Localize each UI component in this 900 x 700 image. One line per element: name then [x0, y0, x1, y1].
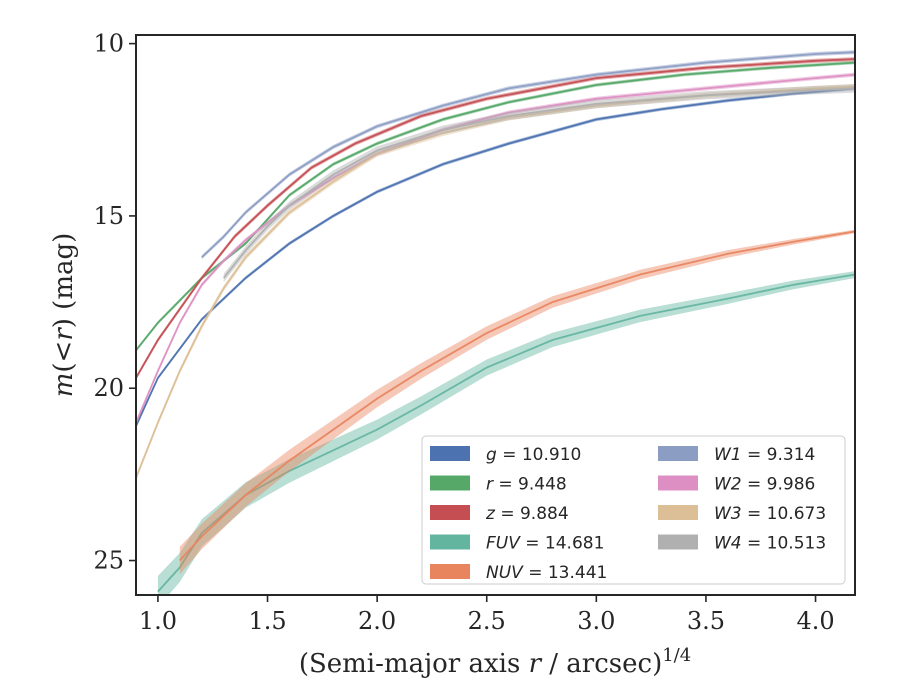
legend-swatch-2	[430, 505, 470, 520]
x-tick-label: 4.0	[796, 607, 834, 635]
x-tick-label: 2.0	[358, 607, 396, 635]
legend-swatch-4	[430, 564, 470, 579]
y-tick-label: 10	[93, 30, 124, 58]
legend-label-8: W4 = 10.513	[714, 534, 826, 554]
series-line-6	[136, 73, 855, 424]
legend-label-3: FUV = 14.681	[486, 534, 604, 554]
legend-label-5: W1 = 9.314	[714, 445, 815, 465]
legend-swatch-3	[430, 534, 470, 550]
legend-label-1: r = 9.448	[486, 475, 567, 495]
legend-label-7: W3 = 10.673	[714, 504, 826, 524]
legend-label-2: z = 9.884	[485, 504, 569, 524]
legend-swatch-5	[658, 446, 698, 461]
legend-label-6: W2 = 9.986	[714, 475, 815, 495]
series-line-2	[136, 58, 855, 379]
x-tick-label: 3.5	[687, 607, 725, 635]
y-axis-ticks: 10 15 20 25	[93, 30, 136, 575]
legend-label-0: g = 10.910	[486, 445, 581, 465]
x-tick-label: 1.5	[248, 607, 286, 635]
series-layer	[136, 50, 855, 595]
series-line-4	[179, 230, 855, 562]
legend-swatch-8	[658, 534, 698, 550]
plot-frame	[135, 34, 856, 596]
series-line-3	[157, 273, 855, 593]
legend-label-4: NUV = 13.441	[486, 563, 607, 583]
legend-box	[421, 435, 846, 585]
legend-swatch-6	[658, 475, 698, 491]
legend-swatch-1	[430, 475, 470, 491]
y-tick-label: 15	[93, 202, 124, 230]
legend-swatch-0	[430, 446, 470, 461]
x-tick-label: 1.0	[139, 607, 177, 635]
legend-swatch-7	[658, 505, 698, 520]
series-line-5	[201, 51, 855, 258]
series-line-8	[222, 87, 855, 279]
x-axis-label: (Semi-major axis r / arcsec)1/4	[299, 645, 691, 679]
legend: g = 10.910 r = 9.448 z = 9.884 FUV = 14.681…	[421, 435, 846, 585]
y-tick-label: 25	[93, 547, 124, 575]
x-tick-label: 2.5	[468, 607, 506, 635]
x-tick-label: 3.0	[577, 607, 615, 635]
x-axis-ticks: 1.0 1.5 2.0 2.5 3.0 3.5 4.0	[139, 595, 835, 635]
y-axis-label: m(<r) (mag)	[49, 233, 79, 398]
y-tick-label: 20	[93, 374, 124, 402]
